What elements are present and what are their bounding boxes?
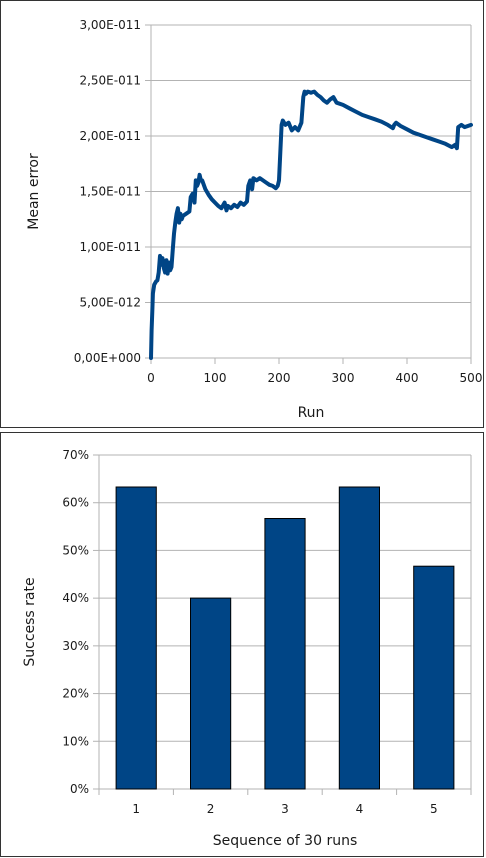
y-tick-label: 30% [62, 639, 89, 653]
y-tick-label: 2,00E-011 [79, 129, 141, 143]
y-tick-label: 50% [62, 543, 89, 557]
x-tick-label: 5 [430, 802, 438, 816]
bar-chart-x-axis-title: Sequence of 30 runs [213, 833, 358, 849]
y-tick-label: 0% [70, 782, 89, 796]
x-tick-label: 1 [132, 802, 140, 816]
bar [115, 486, 157, 790]
line-chart-x-axis-title: Run [298, 405, 325, 421]
bar [190, 597, 232, 790]
x-tick-label: 2 [207, 802, 215, 816]
y-tick-label: 5,00E-012 [79, 296, 141, 310]
x-tick-label: 500 [460, 371, 483, 385]
x-tick-label: 3 [281, 802, 289, 816]
line-chart-series [149, 89, 473, 360]
y-tick-label: 1,50E-011 [79, 185, 141, 199]
y-tick-label: 40% [62, 591, 89, 605]
line-chart-x-ticks: 0 100 200 300 400 500 [147, 358, 482, 385]
line-chart-y-ticks: 0,00E+000 5,00E-012 1,00E-011 1,50E-011 2,00… [74, 18, 151, 365]
x-tick-label: 300 [332, 371, 355, 385]
y-tick-label: 70% [62, 448, 89, 462]
x-tick-label: 4 [356, 802, 364, 816]
bar-chart: 0% 10% 20% 30% 40% 50% 60% 70% 1 2 3 4 5 Sequence o… [22, 448, 472, 849]
bar [413, 565, 455, 790]
bar [338, 486, 380, 790]
line-chart-panel: 0,00E+000 5,00E-012 1,00E-011 1,50E-011 2,00… [0, 0, 484, 428]
line-chart-y-axis-title: Mean error [26, 153, 42, 230]
x-tick-label: 100 [204, 371, 227, 385]
series-line [149, 89, 473, 360]
y-tick-label: 1,00E-011 [79, 240, 141, 254]
y-tick-label: 2,50E-011 [79, 74, 141, 88]
y-tick-label: 0,00E+000 [74, 351, 141, 365]
x-tick-label: 400 [396, 371, 419, 385]
bar-chart-y-ticks: 0% 10% 20% 30% 40% 50% 60% 70% [62, 448, 99, 796]
x-tick-label: 0 [147, 371, 155, 385]
y-tick-label: 10% [62, 734, 89, 748]
bar-chart-x-ticks: 1 2 3 4 5 [98, 789, 472, 816]
bar-chart-y-axis-title: Success rate [22, 577, 38, 666]
bar-chart-bars [115, 486, 455, 790]
bar-chart-panel: 0% 10% 20% 30% 40% 50% 60% 70% 1 2 3 4 5 Sequence o… [0, 432, 484, 857]
line-chart: 0,00E+000 5,00E-012 1,00E-011 1,50E-011 2,00… [26, 18, 482, 421]
line-chart-grid [150, 24, 472, 359]
y-tick-label: 20% [62, 687, 89, 701]
y-tick-label: 3,00E-011 [79, 18, 141, 32]
y-tick-label: 60% [62, 496, 89, 510]
x-tick-label: 200 [268, 371, 291, 385]
bar [264, 518, 306, 790]
